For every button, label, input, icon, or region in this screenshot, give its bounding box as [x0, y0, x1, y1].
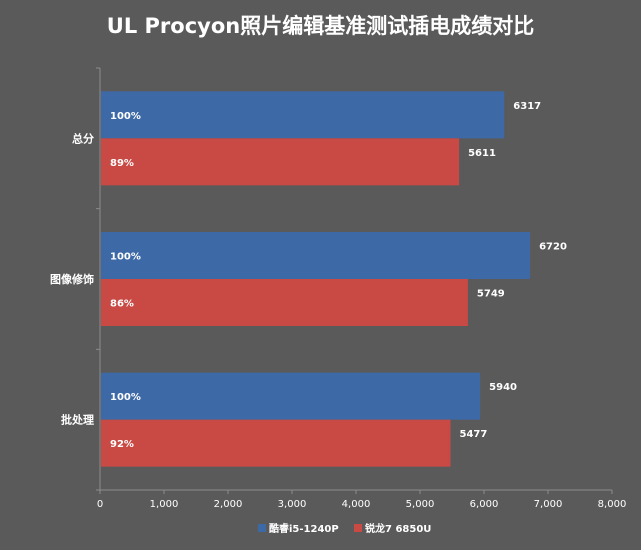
x-tick-label: 6,000 — [470, 499, 499, 510]
x-tick-label: 8,000 — [598, 499, 627, 510]
bar — [101, 279, 468, 326]
category-label: 总分 — [72, 131, 94, 145]
x-tick-label: 7,000 — [534, 499, 563, 510]
bar-value-label: 6720 — [539, 242, 567, 253]
legend-swatch — [258, 524, 266, 532]
bar-percent-label: 100% — [110, 111, 141, 122]
bar-value-label: 5940 — [489, 382, 517, 393]
bar — [101, 138, 460, 186]
legend-label: 锐龙7 6850U — [365, 522, 431, 535]
legend-swatch — [354, 524, 362, 532]
bar-value-label: 5477 — [460, 429, 488, 440]
category-label: 批处理 — [61, 413, 94, 427]
bar-percent-label: 100% — [110, 252, 141, 263]
bar — [101, 419, 451, 467]
bar-percent-label: 89% — [110, 158, 134, 169]
category-label: 图像修饰 — [50, 272, 94, 286]
x-tick-label: 0 — [97, 499, 103, 510]
x-tick-label: 3,000 — [278, 499, 307, 510]
x-tick-label: 2,000 — [214, 499, 243, 510]
x-tick-label: 1,000 — [150, 499, 179, 510]
x-tick-label: 4,000 — [342, 499, 371, 510]
legend-label: 酷睿i5-1240P — [269, 522, 339, 535]
bar-value-label: 5611 — [468, 148, 496, 159]
bar-percent-label: 92% — [110, 439, 134, 450]
bar-value-label: 5749 — [477, 289, 505, 300]
bar-value-label: 6317 — [513, 101, 541, 112]
bar-percent-label: 100% — [110, 392, 141, 403]
bar — [101, 91, 505, 139]
chart-title: UL Procyon照片编辑基准测试插电成绩对比 — [106, 14, 535, 38]
bar-percent-label: 86% — [110, 299, 134, 310]
x-tick-label: 5,000 — [406, 499, 435, 510]
bar — [101, 372, 481, 420]
bar — [101, 232, 531, 279]
